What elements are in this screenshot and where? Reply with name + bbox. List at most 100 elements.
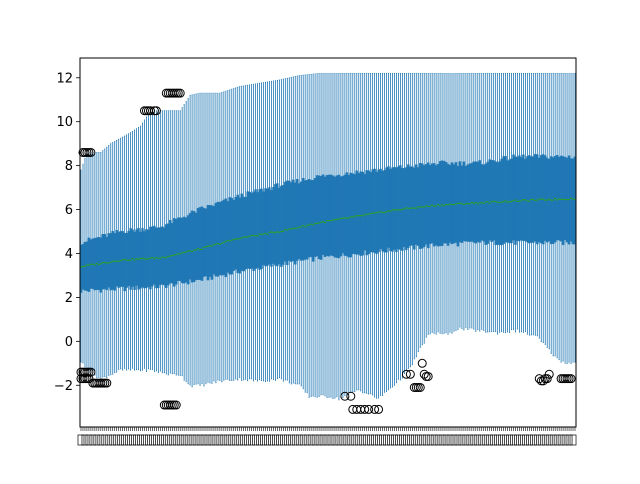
box-body-87: [252, 191, 255, 271]
box-body-136: [349, 172, 353, 258]
x-tick-label-glyph-146: [367, 434, 375, 446]
box-body-55: [188, 212, 192, 280]
box-body-175: [427, 162, 430, 249]
x-tick-label-glyph-226: [526, 434, 533, 446]
box-body-81: [240, 193, 243, 271]
box-18: [115, 139, 118, 373]
box-body-57: [192, 211, 196, 282]
x-tick-label-glyph-96: [268, 434, 275, 446]
box-body-69: [216, 201, 220, 277]
box-body-248: [571, 158, 575, 245]
x-tick-label-glyph-80: [236, 434, 244, 446]
box-body-7: [93, 238, 97, 291]
x-tick-label-glyph-216: [506, 434, 513, 446]
box-body-75: [228, 197, 231, 275]
x-tick-label-glyph-186: [446, 434, 454, 446]
box-body-104: [286, 180, 289, 266]
box-body-167: [411, 166, 414, 246]
outliers: [76, 88, 576, 414]
box-155: [387, 72, 390, 391]
x-tick-label-glyph-144: [363, 434, 371, 446]
box-49: [177, 110, 180, 376]
box-body-189: [454, 162, 458, 243]
box-body-122: [321, 174, 325, 255]
x-tick-label-glyph-194: [462, 434, 470, 446]
box-138: [353, 72, 356, 393]
x-tick-label-glyph-134: [343, 434, 351, 446]
box-121: [319, 72, 323, 396]
x-tick-label-glyph-74: [224, 434, 232, 446]
box-body-27: [133, 231, 136, 290]
box-body-24: [127, 230, 130, 287]
box-body-134: [345, 172, 349, 257]
box-body-14: [107, 233, 110, 288]
x-tick-label-glyph-48: [172, 434, 180, 446]
box-0: [79, 169, 83, 363]
box-123: [323, 72, 327, 397]
x-tick-label-glyph-60: [196, 434, 204, 446]
x-tick-label-glyph-56: [188, 434, 196, 446]
outlier-point-54: [401, 369, 411, 379]
box-body-72: [222, 199, 226, 275]
x-tick-label-glyph-158: [391, 434, 398, 446]
box-body-147: [371, 169, 374, 253]
box-81: [240, 85, 243, 381]
box-body-113: [303, 180, 307, 260]
outlier-point-75: [566, 374, 576, 384]
x-tick-label-glyph-16: [109, 434, 117, 446]
box-body-192: [460, 165, 464, 243]
x-tick-label-glyph-162: [399, 434, 406, 446]
box-120: [317, 72, 321, 398]
box-body-68: [214, 202, 218, 277]
box-229: [534, 72, 537, 336]
box-body-198: [472, 161, 476, 243]
box-body-208: [492, 160, 495, 241]
box-196: [468, 72, 472, 329]
box-body-82: [242, 196, 245, 272]
box-236: [548, 72, 551, 350]
box-130: [337, 72, 341, 401]
box-body-226: [528, 155, 531, 244]
box-body-148: [373, 168, 376, 253]
box-body-36: [151, 226, 154, 287]
box-body-116: [309, 180, 313, 258]
x-tick-label-glyph-234: [541, 434, 549, 446]
box-body-133: [343, 174, 347, 256]
x-tick-label-glyph-104: [283, 434, 291, 446]
box-body-132: [341, 176, 345, 254]
box-body-73: [224, 198, 228, 278]
x-tick-label-glyph-182: [438, 434, 446, 446]
box-body-109: [296, 179, 299, 261]
box-body-141: [359, 171, 362, 256]
x-tick-label-glyph-160: [395, 434, 402, 446]
box-body-151: [379, 168, 382, 249]
box-body-244: [563, 156, 567, 241]
box-body-193: [462, 161, 466, 242]
box-body-9: [97, 236, 101, 290]
x-tick-label-glyph-236: [545, 434, 553, 446]
x-tick-label-glyph-164: [403, 434, 410, 446]
box-body-145: [367, 170, 370, 255]
x-tick-label-glyph-192: [458, 434, 466, 446]
x-tick-label-glyph-122: [319, 434, 327, 446]
box-62: [202, 92, 206, 387]
box-88: [254, 83, 257, 380]
x-tick-label-glyph-208: [490, 434, 498, 446]
x-tick-label-glyph-94: [264, 434, 271, 446]
box-145: [367, 72, 370, 395]
x-tick-label-glyph-190: [454, 434, 462, 446]
box-body-94: [266, 188, 269, 266]
outlier-point-53: [374, 404, 384, 414]
box-176: [428, 72, 432, 335]
box-body-99: [276, 183, 279, 267]
x-tick-label-glyph-18: [113, 434, 121, 446]
box-body-124: [325, 175, 329, 256]
x-tick-label-glyph-170: [414, 434, 422, 446]
x-tick-label-glyph-156: [387, 434, 394, 446]
box-body-111: [300, 181, 303, 261]
box-body-102: [282, 185, 285, 265]
box-body-59: [196, 208, 200, 280]
box-body-131: [339, 176, 343, 257]
box-body-74: [226, 201, 229, 273]
box-body-153: [383, 169, 386, 253]
